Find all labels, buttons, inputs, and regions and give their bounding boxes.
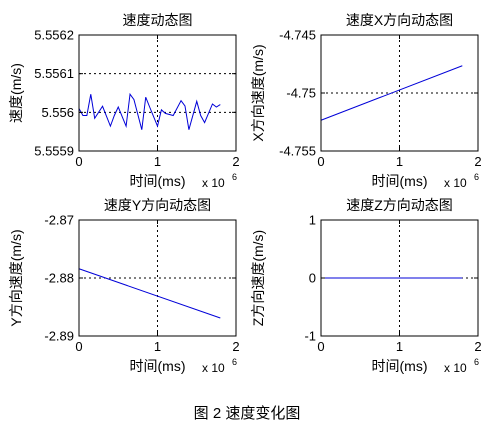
panel-2-title: 速度X方向动态图 xyxy=(346,12,453,28)
panel-2-x-tick-label-2: 2 xyxy=(474,154,481,169)
panel-4-x-tick-label-0: 0 xyxy=(317,339,324,354)
panel-4-y-tick-label-0: -1 xyxy=(304,329,316,344)
panel-4-x-multiplier-exponent: 6 xyxy=(474,357,479,367)
panel-1-series-line-0 xyxy=(78,92,221,130)
panel-1-x-axis-label: 时间(ms) xyxy=(130,173,186,189)
panel-3-x-tick-label-0: 0 xyxy=(75,339,82,354)
panel-1-y-tick-label-3: 5.5562 xyxy=(34,28,74,43)
panel-1-title: 速度动态图 xyxy=(123,12,193,28)
panel-3-y-axis-label: Y方向速度(m/s) xyxy=(8,229,24,326)
panel-4-y-tick-label-2: 1 xyxy=(309,213,316,228)
panel-2-series-line-0 xyxy=(320,65,463,121)
panel-4-y-tick-label-1: 0 xyxy=(309,271,316,286)
panel-3-x-multiplier-exponent: 6 xyxy=(232,357,237,367)
panel-4-x-tick-label-2: 2 xyxy=(474,339,481,354)
panel-2-x-axis-label: 时间(ms) xyxy=(372,173,428,189)
panel-1-y-tick-label-1: 5.556 xyxy=(41,105,74,120)
panel-2-axes-frame xyxy=(320,34,479,152)
panel-2-x-tick-label-1: 1 xyxy=(396,154,403,169)
panel-3-x-multiplier-label: x 10 xyxy=(202,361,225,375)
panel-3-x-tick-label-2: 2 xyxy=(232,339,239,354)
panel-2-x-multiplier-exponent: 6 xyxy=(474,172,479,182)
panel-3-y-tick-label-0: -2.89 xyxy=(44,329,74,344)
panel-1-y-tick-label-2: 5.5561 xyxy=(34,66,74,81)
panel-4-x-multiplier-label: x 10 xyxy=(444,361,467,375)
panel-4-x-axis-label: 时间(ms) xyxy=(372,358,428,374)
panel-1-x-tick-label-0: 0 xyxy=(75,154,82,169)
panel-2-y-tick-label-2: -4.745 xyxy=(279,28,316,43)
panel-4-y-axis-label: Z方向速度(m/s) xyxy=(250,230,266,326)
panel-4-x-tick-label-1: 1 xyxy=(396,339,403,354)
panel-1-x-multiplier-exponent: 6 xyxy=(232,172,237,182)
panel-2-y-axis-label: X方向速度(m/s) xyxy=(250,44,266,141)
panel-1-axes-frame xyxy=(78,34,237,152)
panel-3-y-tick-label-2: -2.87 xyxy=(44,213,74,228)
panel-3-y-tick-label-1: -2.88 xyxy=(44,271,74,286)
panel-3-title: 速度Y方向动态图 xyxy=(104,197,211,213)
panel-1-x-multiplier-label: x 10 xyxy=(202,176,225,190)
panel-2-y-tick-label-0: -4.755 xyxy=(279,144,316,159)
panel-2-y-tick-label-1: -4.75 xyxy=(286,86,316,101)
panel-1-y-tick-label-0: 5.5559 xyxy=(34,144,74,159)
figure-caption: 图 2 速度变化图 xyxy=(194,405,301,422)
panel-1-x-tick-label-1: 1 xyxy=(154,154,161,169)
panel-4-title: 速度Z方向动态图 xyxy=(346,197,453,213)
panel-3-x-tick-label-1: 1 xyxy=(154,339,161,354)
panel-3-series-line-0 xyxy=(78,268,221,319)
panel-1-x-tick-label-2: 2 xyxy=(232,154,239,169)
panel-3-axes-frame xyxy=(78,219,237,337)
panel-2-x-tick-label-0: 0 xyxy=(317,154,324,169)
panel-2-x-multiplier-label: x 10 xyxy=(444,176,467,190)
panel-1-y-axis-label: 速度(m/s) xyxy=(8,63,24,123)
panel-3-x-axis-label: 时间(ms) xyxy=(130,358,186,374)
